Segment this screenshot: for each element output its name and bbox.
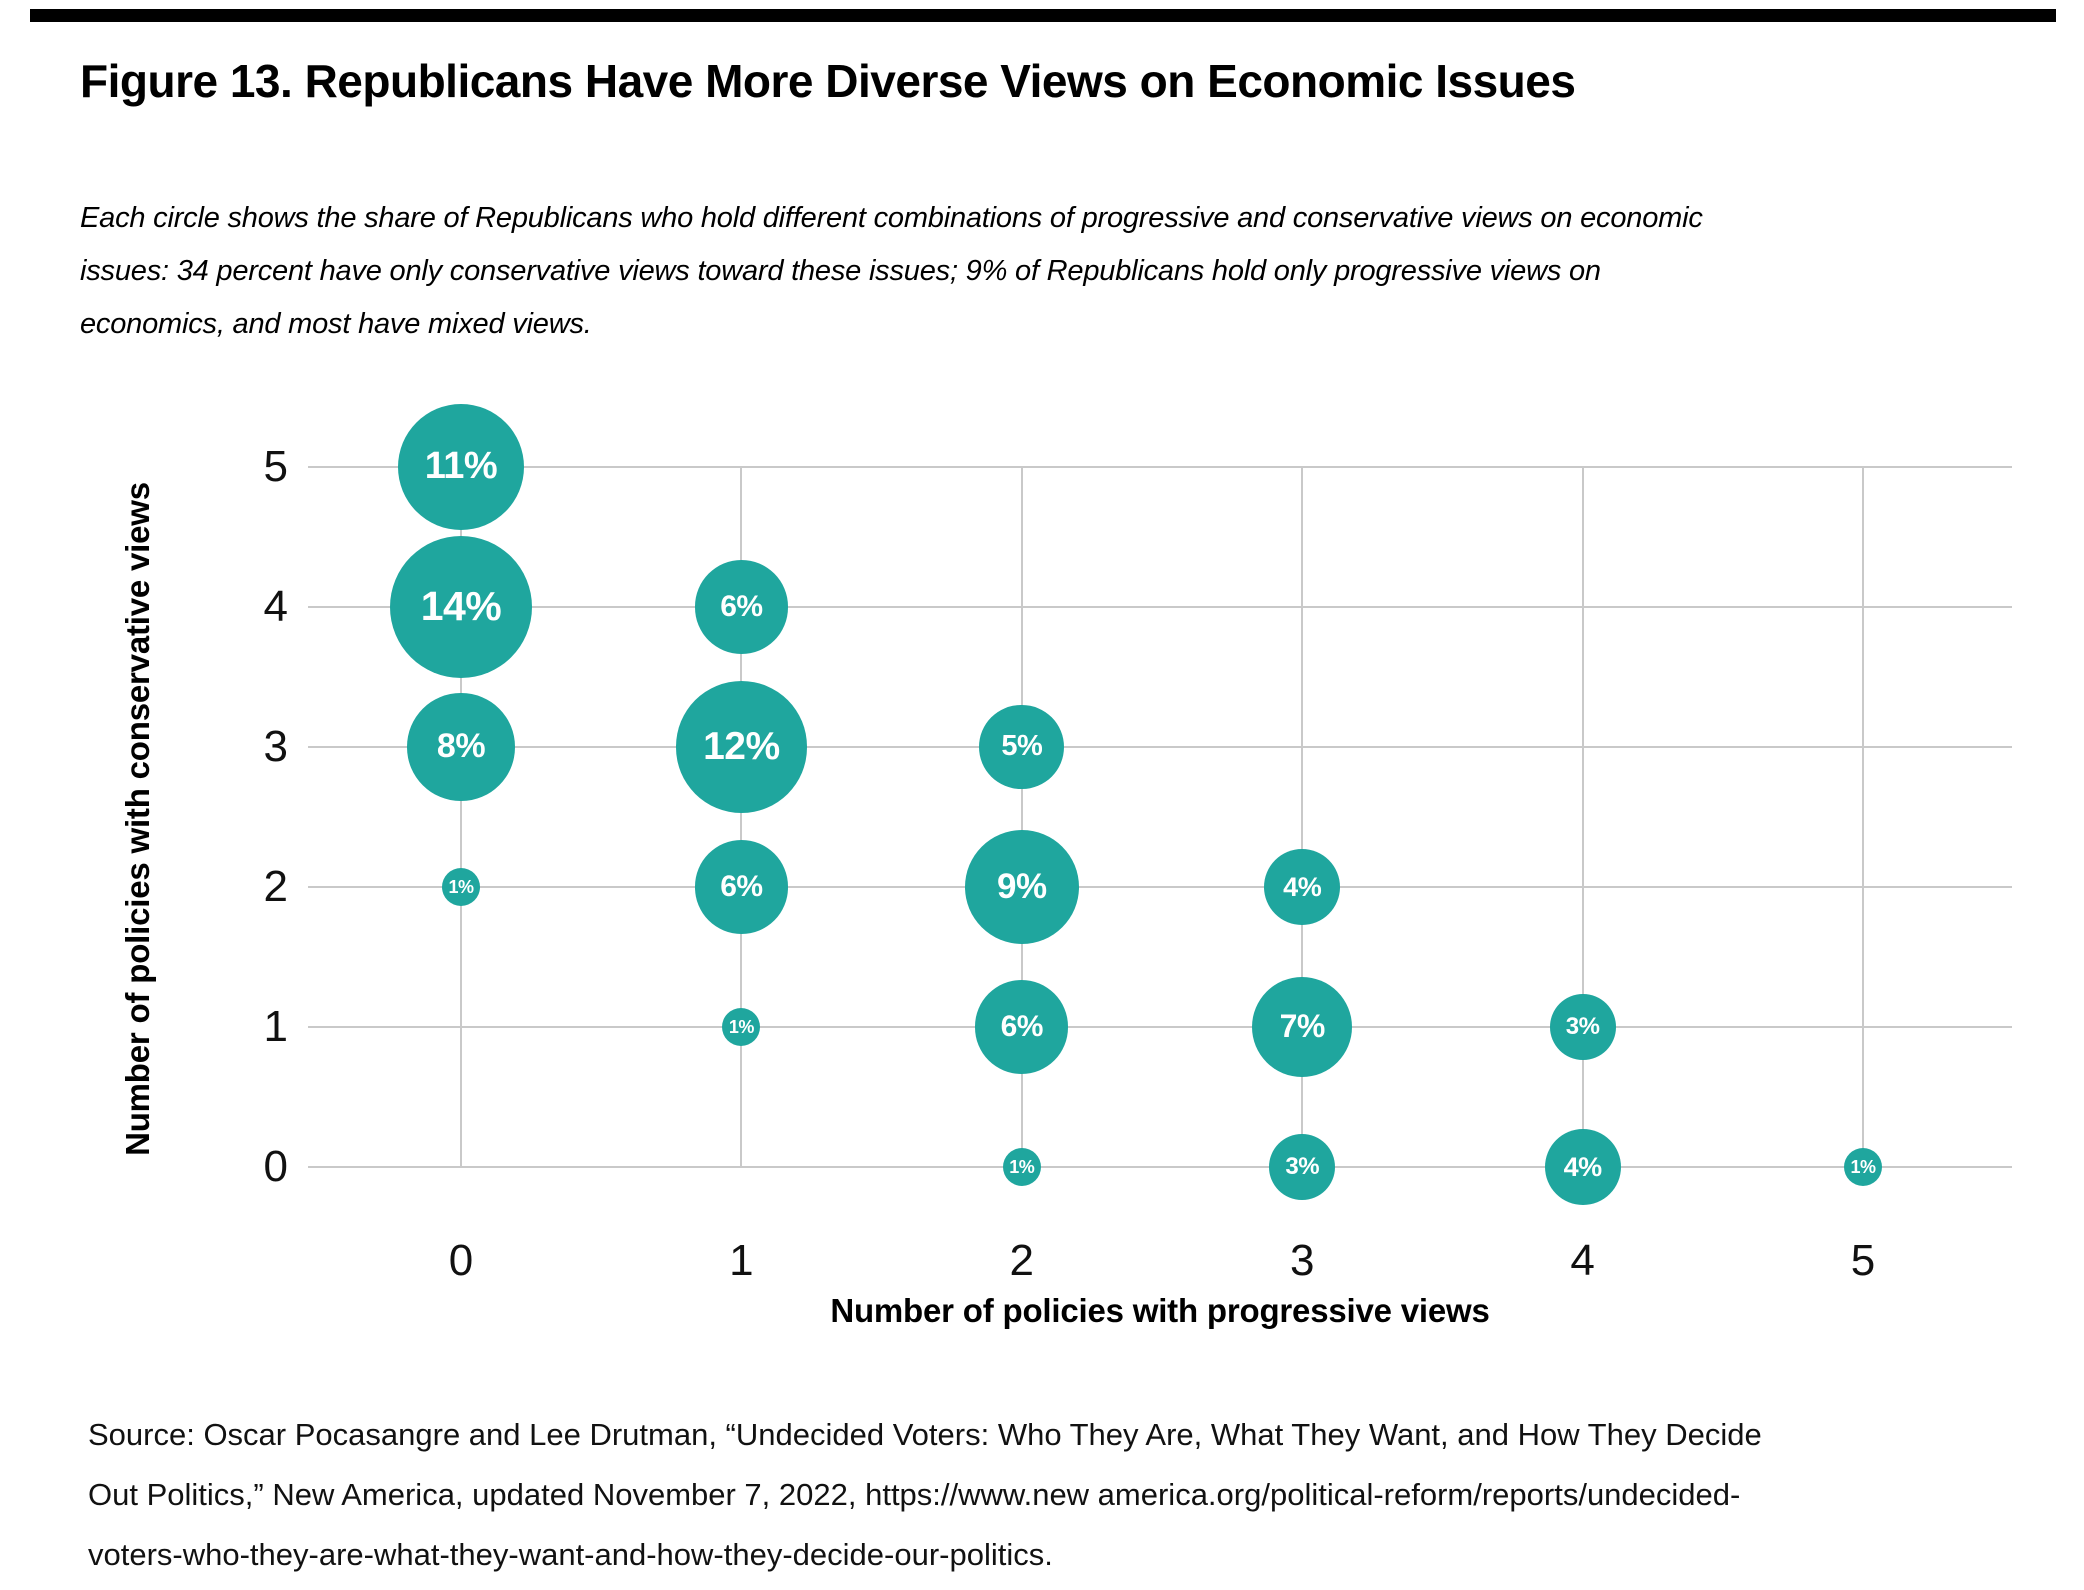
v-gridline xyxy=(1862,467,1864,1167)
bubble-label: 11% xyxy=(424,445,498,488)
v-gridline xyxy=(1301,467,1304,1167)
bubble-label: 1% xyxy=(1009,1156,1035,1177)
bubble: 6% xyxy=(694,840,788,934)
bubble: 3% xyxy=(1549,994,1616,1060)
bubble-label: 1% xyxy=(1850,1156,1876,1177)
bubble-label: 6% xyxy=(1000,1009,1044,1043)
top-rule xyxy=(30,9,2056,22)
x-tick-label: 4 xyxy=(1570,1236,1595,1285)
bubble: 12% xyxy=(675,681,808,813)
figure-subtitle-line: Each circle shows the share of Republica… xyxy=(80,202,1703,234)
figure-subtitle: Each circle shows the share of Republica… xyxy=(80,192,2010,351)
h-gridline xyxy=(308,606,2012,608)
bubble-label: 7% xyxy=(1279,1008,1326,1045)
bubble: 8% xyxy=(407,693,515,801)
bubble: 4% xyxy=(1264,849,1341,925)
x-tick-label: 3 xyxy=(1289,1236,1315,1285)
bubble-label: 12% xyxy=(703,724,780,768)
bubble: 6% xyxy=(975,980,1069,1074)
bubble: 14% xyxy=(389,535,533,679)
y-tick-label: 4 xyxy=(263,582,288,631)
figure-subtitle-line: economics, and most have mixed views. xyxy=(80,308,592,340)
bubble-label: 14% xyxy=(420,583,502,630)
v-gridline xyxy=(460,467,462,1167)
bubble-label: 5% xyxy=(1001,730,1043,763)
bubble: 4% xyxy=(1544,1129,1621,1205)
h-gridline xyxy=(308,746,2012,748)
h-gridline xyxy=(308,466,2012,468)
bubble: 1% xyxy=(1844,1148,1882,1186)
bubble-label: 4% xyxy=(1563,1151,1603,1182)
figure-title: Figure 13. Republicans Have More Diverse… xyxy=(80,55,1576,107)
h-gridline xyxy=(308,1026,2012,1028)
y-tick-label: 1 xyxy=(263,1002,288,1051)
v-gridline xyxy=(740,467,743,1167)
bubble-label: 9% xyxy=(997,867,1047,906)
source-line: Out Politics,” New America, updated Nove… xyxy=(88,1477,1741,1512)
x-tick-label: 1 xyxy=(729,1236,754,1285)
figure-subtitle-line: issues: 34 percent have only conservativ… xyxy=(80,255,1601,287)
x-axis-title: Number of policies with progressive view… xyxy=(830,1292,1490,1329)
bubble-label: 8% xyxy=(436,727,486,766)
source-note: Source: Oscar Pocasangre and Lee Drutman… xyxy=(88,1405,2038,1585)
h-gridline xyxy=(308,886,2012,888)
bubble: 1% xyxy=(442,868,480,906)
bubble-label: 6% xyxy=(720,869,763,903)
source-line: Source: Oscar Pocasangre and Lee Drutman… xyxy=(88,1417,1762,1452)
bubble: 3% xyxy=(1269,1134,1336,1200)
bubble: 6% xyxy=(694,560,788,654)
bubble: 1% xyxy=(722,1008,761,1046)
h-gridline xyxy=(308,1166,2012,1168)
x-tick-label: 2 xyxy=(1009,1236,1035,1285)
bubble: 9% xyxy=(964,830,1079,944)
bubble-label: 1% xyxy=(728,1016,755,1037)
bubble: 1% xyxy=(1002,1148,1041,1186)
bubble: 7% xyxy=(1251,976,1353,1078)
x-tick-label: 0 xyxy=(448,1236,474,1285)
y-tick-label: 0 xyxy=(263,1142,288,1191)
y-tick-label: 5 xyxy=(263,442,288,491)
source-line: voters-who-they-are-what-they-want-and-h… xyxy=(88,1537,1053,1572)
bubble: 5% xyxy=(979,704,1065,790)
bubble-label: 3% xyxy=(1565,1012,1600,1040)
y-axis-title: Number of policies with conservative vie… xyxy=(119,482,156,1156)
bubble-label: 3% xyxy=(1285,1152,1320,1180)
v-gridline xyxy=(1581,467,1584,1167)
y-tick-label: 2 xyxy=(263,862,288,911)
bubble-label: 1% xyxy=(448,876,474,897)
y-tick-label: 3 xyxy=(263,722,288,771)
x-tick-label: 5 xyxy=(1850,1236,1876,1285)
bubble: 11% xyxy=(397,403,524,530)
bubble-label: 6% xyxy=(720,589,763,623)
bubble-label: 4% xyxy=(1283,871,1322,902)
v-gridline xyxy=(1020,467,1023,1167)
